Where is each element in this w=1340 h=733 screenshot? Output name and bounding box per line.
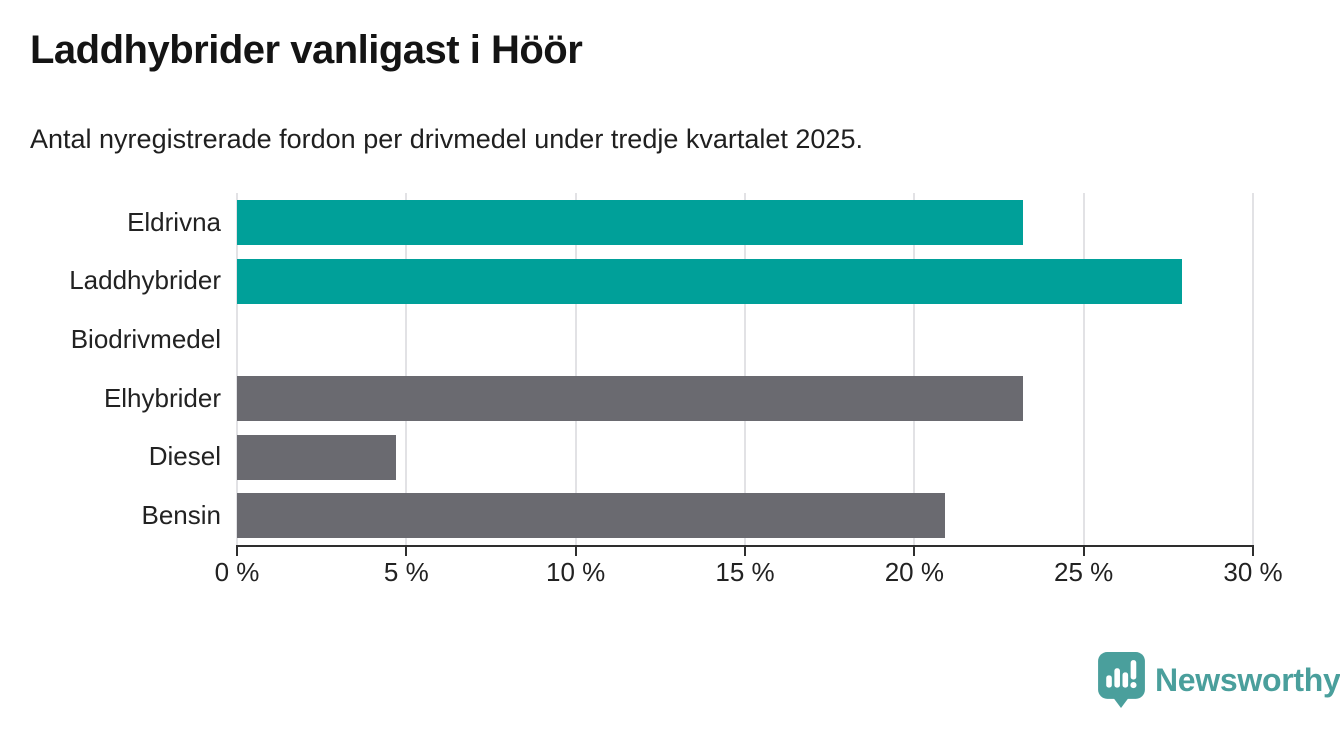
newsworthy-icon bbox=[1098, 652, 1145, 708]
newsworthy-logo: Newsworthy bbox=[1098, 652, 1340, 708]
chart-title: Laddhybrider vanligast i Höör bbox=[30, 28, 583, 72]
bar-diesel bbox=[237, 434, 397, 480]
category-label: Diesel bbox=[148, 441, 221, 472]
axis-tick bbox=[744, 547, 746, 556]
x-axis-line bbox=[236, 545, 1254, 547]
x-tick-label: 20 % bbox=[884, 557, 944, 587]
axis-tick bbox=[405, 547, 408, 556]
category-label: Elhybrider bbox=[103, 382, 221, 413]
axis-tick bbox=[1082, 547, 1085, 556]
x-tick-label: 15 % bbox=[715, 557, 775, 587]
gridline bbox=[1252, 193, 1254, 545]
category-label: Biodrivmedel bbox=[70, 324, 221, 355]
x-tick-label: 5 % bbox=[383, 557, 429, 587]
bar-chart: Eldrivna Laddhybrider Biodrivmedel Elhybrid… bbox=[0, 193, 1340, 603]
axis-tick bbox=[1252, 547, 1254, 556]
gridline bbox=[744, 193, 746, 545]
gridline bbox=[913, 193, 916, 545]
x-tick-label: 0 % bbox=[214, 557, 260, 587]
x-tick-label: 25 % bbox=[1054, 557, 1114, 587]
x-tick-label: 10 % bbox=[546, 557, 606, 587]
y-axis-labels: Eldrivna Laddhybrider Biodrivmedel Elhybrid… bbox=[0, 193, 221, 545]
bar-laddhybrider bbox=[237, 258, 1182, 304]
bar-bensin bbox=[237, 493, 945, 539]
axis-tick bbox=[574, 547, 577, 556]
bar-eldrivna bbox=[237, 199, 1023, 245]
gridline bbox=[574, 193, 577, 545]
bar-elhybrider bbox=[237, 375, 1023, 421]
chart-subtitle: Antal nyregistrerade fordon per drivmede… bbox=[30, 124, 863, 154]
axis-tick bbox=[236, 547, 238, 556]
x-tick-label: 30 % bbox=[1223, 557, 1283, 587]
gridline bbox=[405, 193, 408, 545]
gridline bbox=[236, 193, 238, 545]
plot-area bbox=[236, 193, 1254, 545]
gridline bbox=[1082, 193, 1085, 545]
newsworthy-wordmark: Newsworthy bbox=[1155, 661, 1340, 698]
category-label: Laddhybrider bbox=[69, 265, 221, 296]
category-label: Bensin bbox=[141, 500, 222, 531]
category-label: Eldrivna bbox=[127, 206, 221, 237]
axis-tick bbox=[913, 547, 916, 556]
